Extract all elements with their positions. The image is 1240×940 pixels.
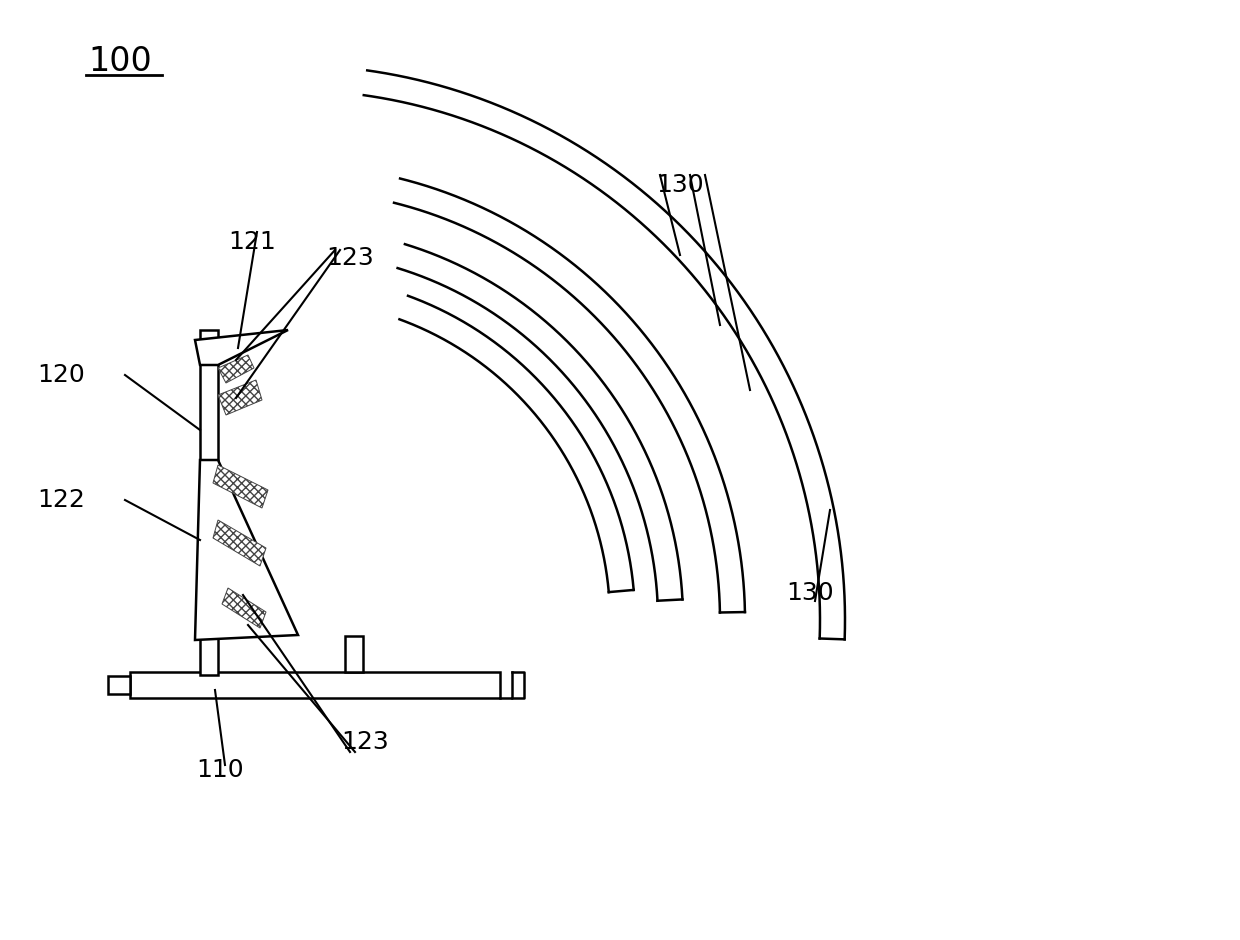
Text: 100: 100	[88, 45, 151, 78]
Text: 130: 130	[656, 173, 704, 197]
Text: 123: 123	[341, 730, 389, 754]
Polygon shape	[213, 520, 267, 566]
Text: 122: 122	[37, 488, 86, 512]
Polygon shape	[394, 179, 745, 613]
Text: 120: 120	[37, 363, 86, 387]
Polygon shape	[195, 460, 298, 640]
Polygon shape	[398, 244, 682, 601]
Polygon shape	[130, 672, 500, 698]
Polygon shape	[218, 355, 254, 383]
Polygon shape	[195, 330, 288, 365]
Text: 110: 110	[196, 758, 244, 782]
Polygon shape	[345, 636, 363, 672]
Text: 130: 130	[786, 581, 833, 605]
Polygon shape	[108, 676, 130, 694]
Polygon shape	[200, 330, 218, 675]
Polygon shape	[213, 465, 268, 508]
Polygon shape	[222, 588, 267, 628]
Polygon shape	[363, 70, 844, 639]
Polygon shape	[399, 296, 634, 592]
Text: 121: 121	[228, 230, 275, 254]
Text: 123: 123	[326, 246, 374, 270]
Polygon shape	[218, 380, 262, 415]
